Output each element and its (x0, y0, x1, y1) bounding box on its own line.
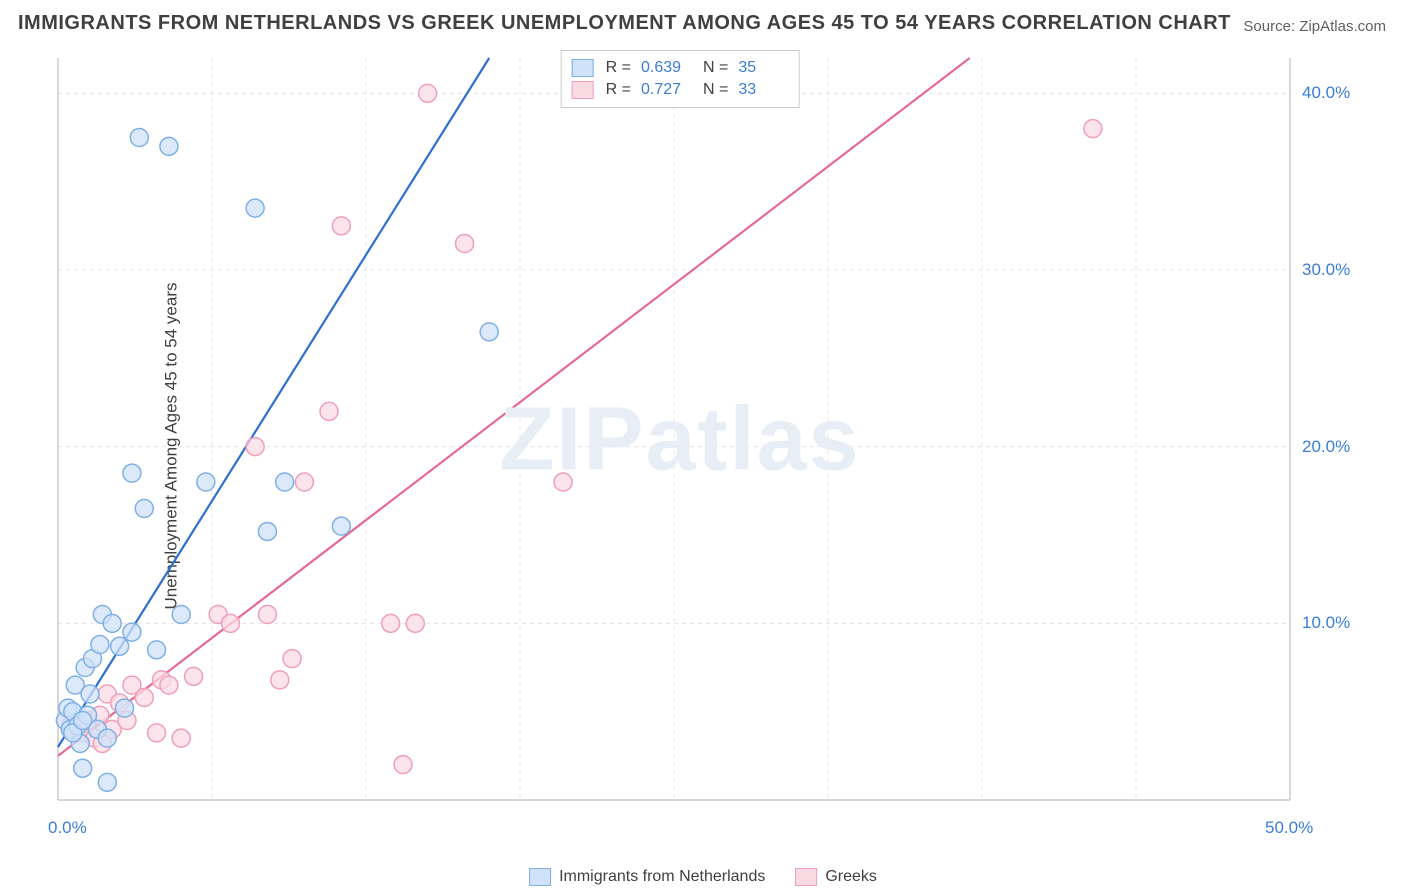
x-tick-0: 0.0% (48, 818, 87, 838)
legend-row-2: R = 0.727 N = 33 (572, 79, 789, 101)
legend-item-1: Immigrants from Netherlands (529, 868, 765, 886)
n-value-1: 35 (738, 59, 788, 77)
n-label-1: N = (703, 59, 728, 77)
r-label-1: R = (606, 59, 631, 77)
swatch-series-2 (572, 81, 594, 99)
chart-title: IMMIGRANTS FROM NETHERLANDS VS GREEK UNE… (18, 12, 1231, 35)
source-label: Source: (1243, 18, 1295, 35)
swatch-bottom-2 (795, 868, 817, 886)
source-attribution: Source: ZipAtlas.com (1243, 18, 1386, 35)
chart-container: IMMIGRANTS FROM NETHERLANDS VS GREEK UNE… (0, 0, 1406, 892)
x-tick-1: 50.0% (1265, 818, 1313, 838)
n-label-2: N = (703, 81, 728, 99)
y-tick-10: 10.0% (1302, 613, 1350, 633)
scatter-plot-svg (50, 50, 1310, 830)
r-label-2: R = (606, 81, 631, 99)
swatch-bottom-1 (529, 868, 551, 886)
y-tick-20: 20.0% (1302, 437, 1350, 457)
y-tick-30: 30.0% (1302, 260, 1350, 280)
r-value-2: 0.727 (641, 81, 691, 99)
plot-area: ZIPatlas R = 0.639 N = 35 R = 0.727 N = … (50, 50, 1310, 830)
source-value: ZipAtlas.com (1299, 18, 1386, 35)
n-value-2: 33 (738, 81, 788, 99)
correlation-legend: R = 0.639 N = 35 R = 0.727 N = 33 (561, 50, 800, 108)
legend-item-2: Greeks (795, 868, 877, 886)
r-value-1: 0.639 (641, 59, 691, 77)
y-tick-40: 40.0% (1302, 83, 1350, 103)
legend-label-1: Immigrants from Netherlands (559, 868, 765, 886)
swatch-series-1 (572, 59, 594, 77)
legend-label-2: Greeks (825, 868, 877, 886)
legend-row-1: R = 0.639 N = 35 (572, 57, 789, 79)
series-legend: Immigrants from Netherlands Greeks (529, 868, 877, 886)
